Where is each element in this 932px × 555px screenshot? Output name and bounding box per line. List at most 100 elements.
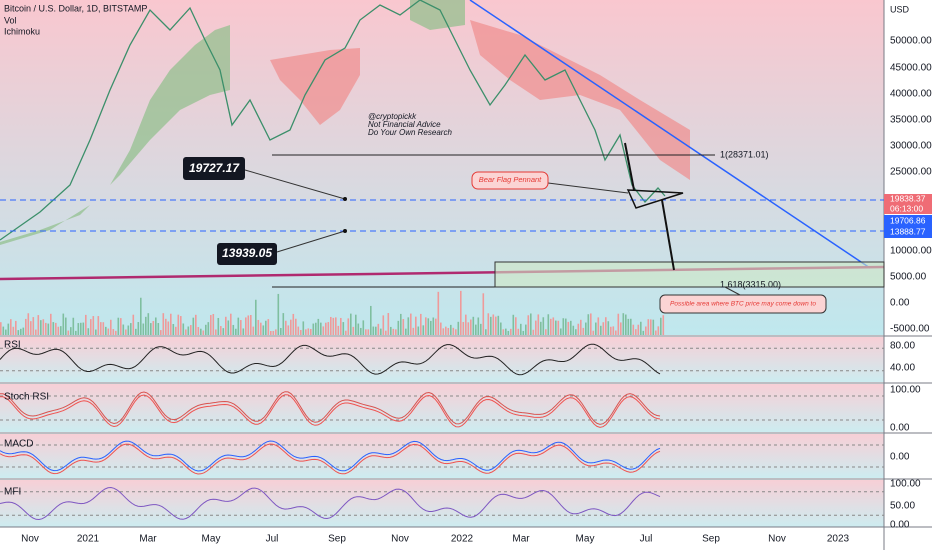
target-label: Possible area where BTC price may come d…	[670, 301, 816, 308]
volume-bar	[217, 317, 220, 335]
volume-bar	[287, 325, 290, 335]
volume-bar	[382, 315, 385, 335]
volume-bar	[407, 317, 410, 335]
price-label: 25000.00	[890, 167, 932, 178]
time-label: Nov	[21, 534, 39, 545]
volume-bar	[10, 319, 12, 335]
volume-bar	[357, 323, 360, 335]
fib-label: 1.618(3315.00)	[720, 279, 781, 289]
volume-bar	[115, 330, 117, 335]
pennant	[626, 189, 684, 209]
price-line	[0, 0, 666, 241]
volume-bar	[50, 313, 52, 335]
volume-bar	[417, 326, 420, 335]
volume-bar	[205, 324, 207, 335]
volume-bar	[650, 319, 652, 335]
volume-bar	[335, 317, 337, 335]
volume-bar	[312, 323, 315, 335]
volume-bar	[452, 327, 455, 335]
volume-bar	[127, 325, 130, 335]
volume-bar	[40, 320, 42, 335]
price-label: 35000.00	[890, 115, 932, 126]
volume-bar	[590, 313, 592, 335]
volume-bar	[30, 321, 32, 335]
volume-bar	[647, 319, 650, 335]
pointer	[276, 230, 346, 253]
volume-bar	[37, 315, 40, 335]
volume-bar	[610, 326, 612, 335]
volume-bar	[455, 329, 457, 335]
volume-bar	[295, 318, 297, 335]
volume-bar	[642, 330, 645, 335]
oscillator-line	[0, 440, 661, 472]
volume-bar	[585, 322, 587, 335]
volume-bar	[555, 320, 557, 335]
volume-bar	[52, 322, 55, 335]
pane-name: Stoch RSI	[4, 392, 49, 403]
volume-bar	[32, 317, 35, 335]
pane-label: 0.00	[890, 520, 910, 531]
volume-bar	[572, 325, 575, 335]
volume-bar	[400, 313, 402, 335]
author: @cryptopickk	[368, 112, 417, 121]
volume-bar	[247, 315, 250, 335]
volume-bar	[202, 330, 205, 335]
volume-bar	[290, 319, 292, 335]
volume-bar	[602, 322, 605, 335]
volume-bar	[435, 318, 437, 335]
volume-bar	[625, 314, 627, 335]
volume-bar	[197, 326, 200, 335]
volume-bar	[352, 326, 355, 335]
volume-bar	[195, 314, 197, 335]
volume-bar	[212, 313, 215, 335]
volume-bar	[645, 326, 647, 335]
volume-bar	[525, 324, 527, 335]
volume-bar	[302, 321, 305, 335]
volume-bar	[207, 322, 210, 335]
pane-label: 100.00	[890, 385, 921, 396]
volume-bar	[540, 321, 542, 335]
volume-bar	[150, 323, 152, 335]
volume-bar	[165, 318, 167, 335]
volume-bar	[340, 317, 342, 335]
volume-bar	[337, 325, 340, 335]
tag-label: 19706.86	[890, 215, 926, 225]
pane-label: 80.00	[890, 341, 915, 352]
volume-bar	[237, 317, 240, 335]
volume-bar	[537, 314, 540, 335]
oscillator-line	[0, 343, 661, 376]
volume-bar	[292, 313, 295, 335]
volume-bar	[607, 321, 610, 335]
volume-bar	[137, 322, 140, 335]
volume-bar	[97, 316, 100, 335]
volume-bar	[505, 328, 507, 335]
volume-bar	[395, 329, 397, 335]
volume-bar	[215, 329, 217, 335]
pane-label: 50.00	[890, 501, 915, 512]
volume-bar	[507, 330, 510, 335]
target-zone	[494, 261, 885, 288]
flag-pole	[624, 142, 635, 191]
volume-bar	[92, 316, 95, 335]
label-box	[217, 243, 277, 265]
volume-bar	[142, 323, 145, 335]
volume-bar	[605, 317, 607, 335]
volume-bar	[330, 316, 332, 335]
volume-bar	[425, 317, 427, 335]
volume-bar	[530, 313, 532, 335]
volume-bar	[65, 317, 67, 335]
volume-bar	[410, 313, 412, 335]
volume-bar	[47, 323, 50, 335]
volume-bar	[190, 325, 192, 335]
volume-bar	[652, 319, 655, 335]
volume-bar	[657, 326, 660, 335]
volume-bar	[440, 322, 442, 335]
volume-bar	[110, 319, 112, 335]
volume-bar	[0, 322, 2, 335]
volume-bar	[347, 318, 350, 335]
volume-bar	[575, 329, 577, 335]
volume-bar	[635, 329, 637, 335]
pennant-label: Bear Flag Pennant	[479, 175, 542, 184]
volume-bar	[100, 322, 102, 335]
